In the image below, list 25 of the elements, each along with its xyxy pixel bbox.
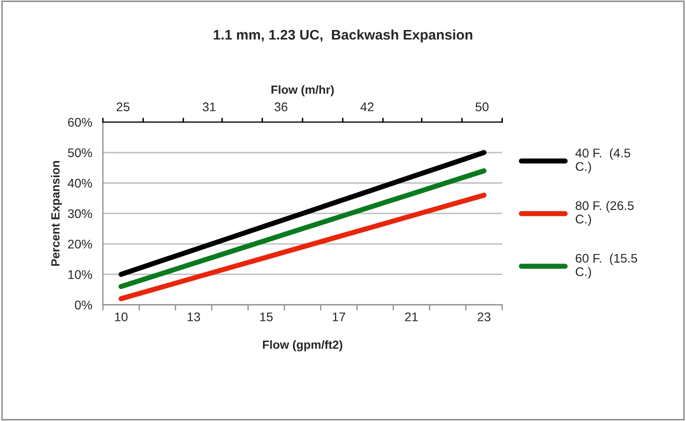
x2-tick-label: 31 (202, 102, 216, 112)
y-tick-label: 30% (68, 209, 92, 218)
legend-label: 40 F. (4.5 C.) (575, 148, 630, 174)
x-axis-title: Flow (gpm/ft2) (262, 340, 342, 352)
legend-label: 80 F. (26.5 C.) (576, 200, 634, 226)
x2-tick-label: 50 (476, 102, 489, 112)
y-axis-title: Percent Expansion (50, 161, 62, 266)
legend-label: 60 F. (15.5 C.) (576, 254, 638, 279)
x-tick-label: 13 (188, 312, 200, 322)
x2-tick-label: 25 (116, 102, 130, 112)
x-tick-label: 10 (115, 312, 128, 322)
y-tick-label: 50% (68, 148, 92, 158)
y-tick-label: 0% (74, 300, 92, 310)
y-tick-label: 20% (68, 240, 92, 249)
x-tick-label: 15 (260, 312, 273, 322)
x2-tick-label: 36 (274, 102, 288, 112)
y-tick-label: 60% (68, 118, 92, 127)
chart-title: 1.1 mm, 1.23 UC, Backwash Expansion (214, 29, 472, 42)
x2-tick-label: 42 (360, 102, 374, 112)
y-tick-label: 10% (68, 270, 92, 280)
x-tick-label: 17 (332, 312, 346, 322)
y-tick-label: 40% (68, 178, 92, 188)
x-tick-label: 21 (405, 312, 418, 322)
x2-axis-title: Flow (m/hr) (272, 85, 334, 96)
x-tick-label: 23 (478, 312, 490, 322)
